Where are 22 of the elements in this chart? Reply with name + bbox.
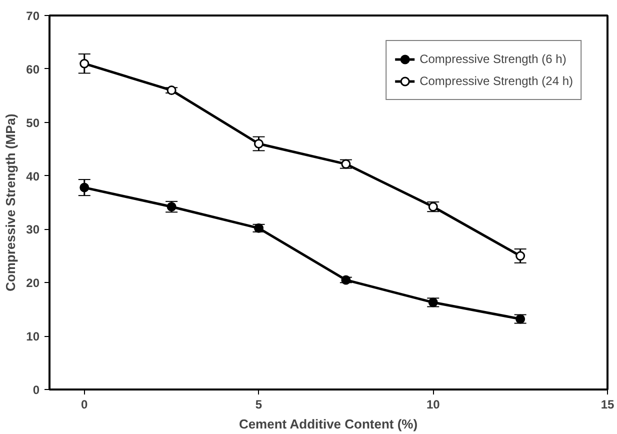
point (341, 275, 351, 285)
x-tick-label: 0 (81, 398, 88, 412)
x-axis-title: Cement Additive Content (%) (238, 416, 418, 432)
x-tick-label: 10 (426, 398, 440, 412)
y-tick-label: 40 (26, 169, 40, 184)
point (80, 58, 90, 68)
point (516, 251, 526, 261)
x-tick-label: 5 (255, 398, 262, 412)
y-axis-title: Compressive Strength (MPa) (3, 114, 18, 292)
y-tick-label: 50 (26, 116, 40, 130)
legend-label: Compressive Strength (24 h) (420, 74, 573, 88)
x-tick-label: 15 (600, 398, 614, 412)
point (254, 138, 264, 148)
y-tick-label: 10 (26, 330, 40, 344)
point (254, 223, 264, 233)
point (80, 182, 90, 192)
y-tick-label: 30 (26, 222, 40, 237)
legend-label: Compressive Strength (6 h) (420, 52, 566, 66)
y-tick-label: 60 (26, 62, 40, 76)
y-tick-label: 0 (32, 383, 40, 397)
y-tick-label: 70 (26, 9, 40, 23)
y-tick-label: 20 (26, 276, 40, 290)
